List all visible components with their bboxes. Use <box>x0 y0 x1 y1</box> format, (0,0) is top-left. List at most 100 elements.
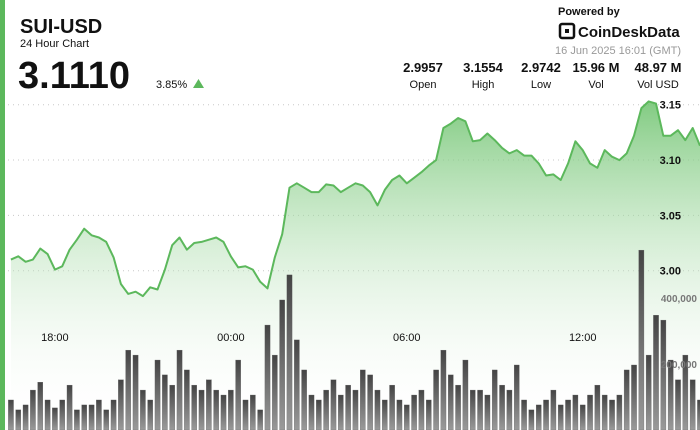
volume-bar <box>338 394 344 430</box>
volume-bar <box>660 319 667 430</box>
y2-tick-label: 200,000 <box>661 360 698 371</box>
plot-area: 3.15 3.10 3.05 3.00 200,000 400,000 18:00 00:00… <box>8 100 700 430</box>
volume-bar <box>198 389 205 430</box>
volume-bar <box>140 389 146 430</box>
price-line <box>10 100 700 298</box>
volume-bar <box>81 404 87 430</box>
volume-bar <box>477 389 483 430</box>
volume-bar <box>360 369 366 430</box>
price-change: 3.85% <box>156 79 187 91</box>
volume-bar <box>550 389 557 430</box>
volume-bar <box>308 394 315 430</box>
x-tick-label: 00:00 <box>217 332 245 344</box>
stat-label: Open <box>410 79 437 91</box>
volume-bar <box>491 369 498 430</box>
x-tick-label: 18:00 <box>41 332 69 344</box>
volume-bar <box>44 399 51 430</box>
current-price: 3.1110 <box>18 55 130 97</box>
volume-bar <box>74 409 80 430</box>
up-arrow <box>193 79 204 88</box>
volume-bar <box>587 394 593 430</box>
volume-bar <box>242 399 249 430</box>
volume-bar <box>59 399 65 430</box>
volume-bar <box>448 374 454 430</box>
stats: 2.9957 Open 3.1554 High 2.9742 Low 15.96 M Vol 4… <box>403 60 681 91</box>
volume-bar <box>470 389 476 430</box>
volume-bar <box>154 359 161 430</box>
volume-bar <box>162 374 168 430</box>
chart-subtitle: 24 Hour Chart <box>20 38 89 50</box>
volume-bar <box>653 314 659 430</box>
volume-bar <box>616 394 623 430</box>
volume-bar <box>169 384 175 430</box>
volume-bar <box>506 389 513 430</box>
chart-title: SUI-USD <box>20 16 102 38</box>
volume-bar <box>264 324 271 430</box>
stat-value: 48.97 M <box>635 60 682 75</box>
x-tick-label: 06:00 <box>393 332 421 344</box>
volume-bar <box>301 369 307 430</box>
volume-bar <box>52 407 58 430</box>
volume-bar <box>543 399 549 430</box>
volume-bar <box>528 409 535 430</box>
volume-bar <box>286 274 293 430</box>
volume-bar <box>389 384 395 430</box>
volume-bar <box>8 399 14 430</box>
y-tick-label: 3.10 <box>660 155 681 167</box>
y-tick-label: 3.05 <box>660 210 681 222</box>
volume-bar <box>484 394 491 430</box>
volume-bar <box>352 389 359 430</box>
volume-bar <box>191 384 197 430</box>
stat-value: 3.1554 <box>463 60 504 75</box>
volume-bar <box>631 364 637 430</box>
volume-bar <box>88 404 95 430</box>
volume-bar <box>440 349 447 430</box>
timestamp: 16 Jun 2025 16:01 (GMT) <box>555 45 681 57</box>
volume-bar <box>15 409 22 430</box>
stat-label: Low <box>531 79 551 91</box>
volume-bar <box>147 399 153 430</box>
volume-bar <box>125 349 131 430</box>
volume-bar <box>601 394 608 430</box>
volume-bar <box>557 404 564 430</box>
stat-label: Vol USD <box>637 79 679 91</box>
volume-bar <box>345 384 351 430</box>
volume-bar <box>638 249 645 430</box>
volume-bar <box>184 369 190 430</box>
volume-bar <box>176 349 183 430</box>
volume-bar <box>535 404 542 430</box>
volume-bar <box>682 354 689 430</box>
volume-bar <box>609 399 615 430</box>
volume-bar <box>228 389 234 430</box>
volume-bar <box>645 354 652 430</box>
volume-bar <box>594 384 601 430</box>
volume-bar <box>294 339 300 430</box>
volume-bar <box>426 399 432 430</box>
volume-bar <box>96 399 102 430</box>
volume-bar <box>37 381 44 430</box>
volume-bar <box>323 389 329 430</box>
volume-bar <box>103 409 109 430</box>
volume-bar <box>499 384 505 430</box>
stat-value: 15.96 M <box>573 60 620 75</box>
volume-bar <box>66 384 73 430</box>
volume-bar <box>374 389 381 430</box>
stat-label: High <box>472 79 495 91</box>
y-tick-label: 3.15 <box>660 100 681 112</box>
volume-bar <box>382 399 388 430</box>
volume-bar <box>279 299 285 430</box>
stat-value: 2.9742 <box>521 60 561 75</box>
volume-bar <box>220 394 227 430</box>
volume-bar <box>206 379 212 430</box>
brand-logo <box>558 22 576 40</box>
volume-bar <box>579 404 586 430</box>
volume-bar <box>110 399 117 430</box>
volume-bar <box>689 379 696 430</box>
volume-bar <box>213 389 219 430</box>
volume-bar <box>235 359 241 430</box>
volume-bar <box>565 399 571 430</box>
volume-bar <box>250 394 256 430</box>
volume-bar <box>272 354 278 430</box>
volume-bar <box>433 369 439 430</box>
